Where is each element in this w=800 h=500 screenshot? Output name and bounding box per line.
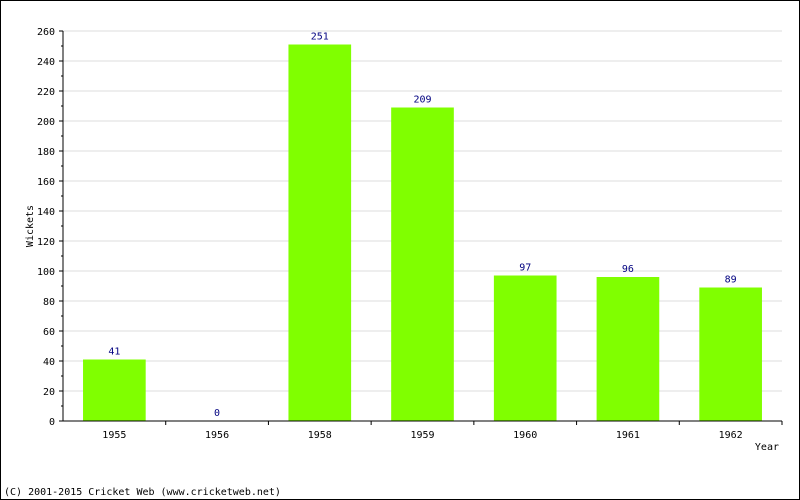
x-axis-title: Year: [755, 442, 779, 453]
y-axis-ticks: 0 20 40 60 80 100 120 140 160 180 200 220 240 260: [37, 27, 63, 428]
y-tick-label: 0: [49, 417, 55, 428]
copyright-text: (C) 2001-2015 Cricket Web (www.cricketwe…: [4, 487, 281, 498]
y-tick-label: 160: [37, 177, 55, 188]
y-tick-label: 220: [37, 87, 55, 98]
bar-1962: [699, 287, 762, 421]
x-tick-label-1962: 1962: [719, 430, 743, 441]
bar-1959: [391, 107, 454, 421]
value-labels: 41 0 251 209 97 96 89: [108, 32, 736, 420]
y-tick-label: 100: [37, 267, 55, 278]
value-label-1961: 96: [622, 264, 634, 275]
value-label-1959: 209: [413, 95, 431, 106]
y-tick-label: 180: [37, 147, 55, 158]
y-axis-title: Wickets: [25, 205, 36, 247]
y-tick-label: 80: [43, 297, 55, 308]
value-label-1956: 0: [214, 408, 220, 419]
x-tick-label-1961: 1961: [616, 430, 640, 441]
bar-1960: [493, 275, 557, 421]
x-tick-label-1960: 1960: [513, 430, 537, 441]
x-tick-label-1956: 1956: [205, 430, 229, 441]
value-label-1958: 251: [311, 32, 329, 43]
y-tick-label: 120: [37, 237, 55, 248]
x-tick-label-1958: 1958: [308, 430, 332, 441]
x-tick-label-1955: 1955: [102, 430, 126, 441]
value-label-1955: 41: [108, 347, 120, 358]
x-tick-label-1959: 1959: [410, 430, 434, 441]
bar-1958: [288, 44, 352, 421]
y-tick-label: 260: [37, 27, 55, 38]
bar-1961: [596, 277, 660, 421]
y-tick-label: 40: [43, 357, 55, 368]
y-tick-label: 60: [43, 327, 55, 338]
y-tick-label: 20: [43, 387, 55, 398]
bars: [83, 44, 762, 421]
value-label-1960: 97: [519, 263, 531, 274]
y-tick-label: 200: [37, 117, 55, 128]
bar-1955: [83, 359, 146, 421]
value-label-1962: 89: [725, 275, 737, 286]
y-tick-label: 140: [37, 207, 55, 218]
x-axis-ticks: 1955 1956 1958 1959 1960 1961 1962: [102, 421, 783, 441]
y-tick-label: 240: [37, 57, 55, 68]
